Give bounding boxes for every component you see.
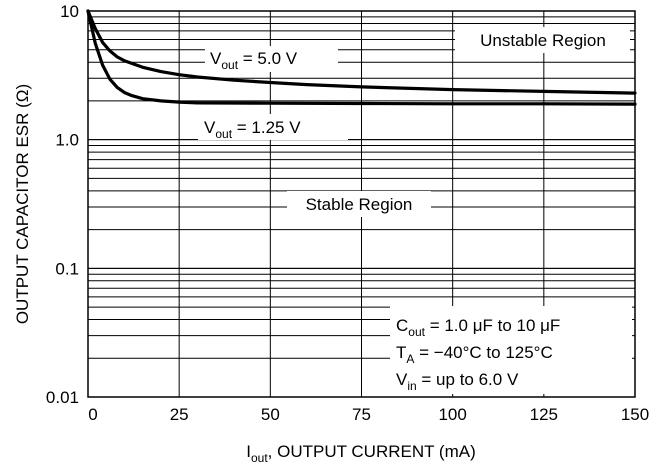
conditions-box: Cout = 1.0 μF to 10 μF TA = −40°C to 125… [390,306,632,394]
svg-text:Unstable Region: Unstable Region [480,31,606,50]
y-axis-label: OUTPUT CAPACITOR ESR (Ω) [13,84,32,324]
series-lines [86,9,637,106]
y-tick-label: 10 [60,2,79,21]
series-label-vout-5v: Vout = 5.0 V [205,46,338,72]
svg-text:Cout = 1.0 μF to 10 μF: Cout = 1.0 μF to 10 μF [396,316,560,339]
y-tick-label: 0.01 [46,388,79,407]
y-tick-label: 1.0 [55,131,79,150]
x-tick-labels: 0 25 50 75 100 125 150 [88,405,649,424]
x-tick-label: 100 [438,405,466,424]
x-tick-label: 25 [170,405,189,424]
series-line-1 [86,9,637,106]
svg-text:Vin = up to 6.0 V: Vin = up to 6.0 V [396,370,519,393]
plot-frame [87,10,636,398]
x-tick-label: 150 [621,405,649,424]
series-label-vout-1-25v: Vout = 1.25 V [198,114,348,141]
x-tick-label: 0 [88,405,97,424]
svg-text:Vout = 5.0 V: Vout = 5.0 V [210,49,298,72]
x-tick-label: 75 [352,405,371,424]
stable-region-label: Stable Region [287,191,431,217]
y-tick-labels: 10 1.0 0.1 0.01 [46,2,79,407]
unstable-region-label: Unstable Region [455,27,630,53]
svg-text:Stable Region: Stable Region [306,195,413,214]
svg-text:TA = −40°C to 125°C: TA = −40°C to 125°C [396,343,553,366]
x-axis-label: Iout, OUTPUT CURRENT (mA) [246,442,476,465]
y-tick-label: 0.1 [55,259,79,278]
x-tick-label: 50 [261,405,280,424]
x-tick-label: 125 [530,405,558,424]
svg-text:Vout = 1.25 V: Vout = 1.25 V [204,118,301,141]
series-line-0 [86,9,637,95]
